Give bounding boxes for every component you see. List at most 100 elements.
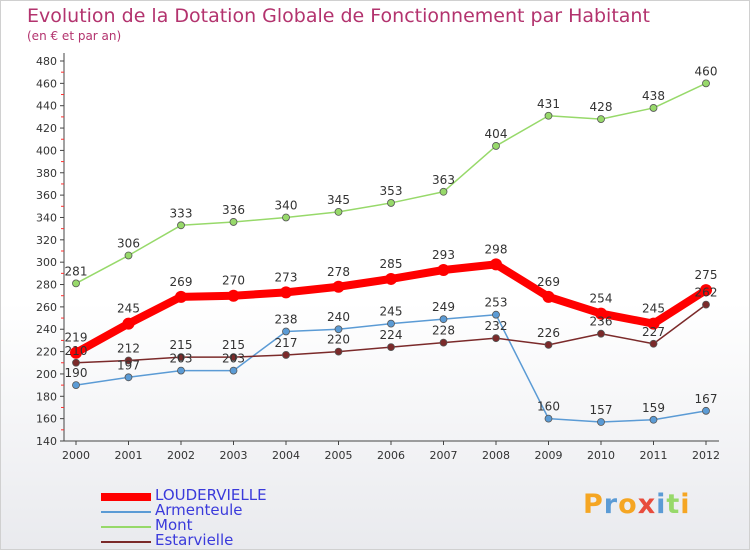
- data-label-loudervielle: 273: [275, 270, 298, 284]
- data-point-armenteule: [229, 366, 238, 375]
- data-point-armenteule: [72, 381, 80, 390]
- data-label-armenteule: 238: [275, 312, 298, 326]
- data-label-loudervielle: 269: [537, 275, 560, 289]
- y-tick-label: 260: [36, 301, 57, 314]
- data-point-estarvielle: [177, 353, 185, 362]
- data-label-mont: 460: [695, 64, 718, 78]
- data-point-estarvielle: [439, 338, 448, 347]
- data-label-armenteule: 190: [65, 366, 88, 380]
- data-label-estarvielle: 262: [695, 286, 718, 300]
- data-point-mont: [334, 207, 343, 216]
- data-point-loudervielle: [490, 258, 502, 271]
- data-point-estarvielle: [649, 339, 658, 348]
- data-point-loudervielle: [122, 317, 135, 330]
- logo-letter: r: [603, 489, 619, 520]
- data-point-loudervielle: [70, 346, 82, 359]
- x-tick-label: 2005: [325, 449, 353, 462]
- data-label-loudervielle: 254: [590, 292, 613, 306]
- logo-letter: P: [583, 489, 604, 520]
- logo-letter: t: [666, 489, 681, 520]
- data-label-armenteule: 159: [642, 401, 665, 415]
- y-tick-label: 160: [36, 413, 57, 426]
- data-label-armenteule: 160: [537, 400, 560, 414]
- data-label-armenteule: 167: [695, 392, 718, 406]
- logo-letter: i: [680, 489, 691, 520]
- data-point-mont: [72, 279, 80, 288]
- y-tick-label: 200: [36, 368, 57, 381]
- data-point-armenteule: [439, 315, 448, 324]
- x-tick-label: 2010: [587, 449, 615, 462]
- data-label-estarvielle: 224: [380, 328, 403, 342]
- data-point-loudervielle: [437, 264, 450, 276]
- data-label-armenteule: 157: [590, 403, 613, 417]
- data-label-mont: 336: [222, 203, 245, 217]
- data-label-mont: 353: [380, 184, 403, 198]
- data-label-estarvielle: 236: [590, 315, 613, 329]
- proxiti-logo: Proxiti: [583, 489, 691, 520]
- data-point-estarvielle: [492, 334, 500, 343]
- data-point-estarvielle: [282, 351, 290, 359]
- data-point-armenteule: [124, 373, 133, 382]
- y-tick-label: 220: [36, 346, 57, 359]
- y-tick-label: 460: [36, 77, 57, 90]
- data-point-estarvielle: [72, 358, 80, 367]
- data-point-estarvielle: [597, 329, 605, 338]
- data-point-loudervielle: [595, 307, 607, 320]
- data-label-mont: 345: [327, 193, 350, 207]
- x-tick-label: 2003: [220, 449, 248, 462]
- x-tick-label: 2012: [692, 449, 720, 462]
- data-point-estarvielle: [229, 353, 238, 362]
- data-point-mont: [439, 187, 448, 196]
- x-tick-label: 2007: [430, 449, 458, 462]
- x-tick-label: 2001: [115, 449, 143, 462]
- data-point-mont: [492, 142, 500, 150]
- data-point-mont: [649, 104, 658, 112]
- data-label-armenteule: 240: [327, 310, 350, 324]
- data-label-armenteule: 245: [380, 305, 403, 319]
- data-point-mont: [702, 79, 710, 88]
- data-label-estarvielle: 215: [170, 338, 193, 352]
- data-point-mont: [124, 251, 133, 260]
- data-label-loudervielle: 245: [642, 302, 665, 316]
- data-label-estarvielle: 228: [432, 324, 455, 338]
- x-tick-label: 2000: [62, 449, 90, 462]
- legend-swatch: [101, 541, 151, 543]
- data-label-estarvielle: 215: [222, 338, 245, 352]
- data-label-mont: 431: [537, 97, 560, 111]
- logo-letter: o: [618, 489, 638, 520]
- data-label-loudervielle: 285: [380, 257, 403, 271]
- data-point-armenteule: [544, 414, 553, 423]
- data-point-loudervielle: [542, 290, 555, 303]
- data-point-mont: [229, 218, 238, 226]
- data-label-estarvielle: 220: [327, 333, 350, 347]
- x-tick-label: 2009: [535, 449, 563, 462]
- data-point-loudervielle: [647, 317, 660, 330]
- data-label-loudervielle: 269: [170, 275, 193, 289]
- data-point-mont: [544, 111, 553, 120]
- data-point-armenteule: [492, 310, 500, 319]
- axes: 140 160 180 200 220 240 260 280 300 320 340 360 380 4…: [36, 53, 720, 462]
- data-point-armenteule: [282, 327, 290, 336]
- y-tick-label: 380: [36, 167, 57, 180]
- series-layer: [70, 79, 712, 426]
- data-point-loudervielle: [332, 280, 345, 293]
- y-tick-label: 180: [36, 390, 57, 403]
- chart-title: Evolution de la Dotation Globale de Fonc…: [27, 5, 650, 27]
- data-label-estarvielle: 210: [65, 344, 88, 358]
- data-point-armenteule: [334, 325, 343, 334]
- data-label-mont: 340: [275, 198, 298, 212]
- data-label-mont: 333: [170, 206, 193, 220]
- y-tick-label: 320: [36, 234, 57, 247]
- y-tick-label: 240: [36, 323, 57, 336]
- data-label-mont: 404: [485, 127, 508, 141]
- y-tick-label: 340: [36, 211, 57, 224]
- legend-label: Armenteule: [155, 501, 243, 519]
- data-label-loudervielle: 298: [485, 242, 508, 256]
- legend-swatch: [101, 493, 151, 501]
- legend-label: LOUDERVIELLE: [155, 486, 267, 504]
- data-point-armenteule: [702, 406, 710, 415]
- y-tick-label: 300: [36, 256, 57, 269]
- data-label-mont: 306: [117, 236, 140, 250]
- data-label-estarvielle: 227: [642, 325, 665, 339]
